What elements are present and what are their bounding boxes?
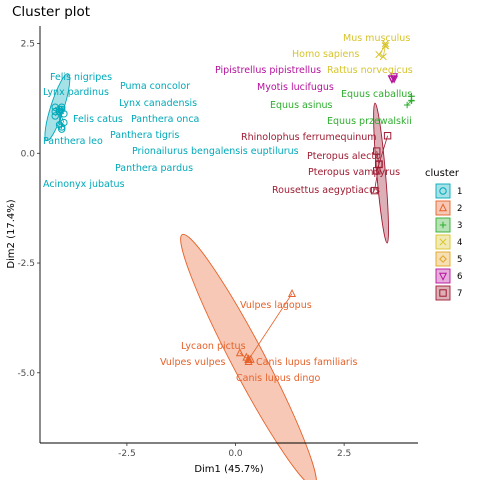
legend-label-5: 5	[457, 255, 462, 265]
cluster-1-point	[58, 105, 66, 114]
legend-key-1-marker	[439, 187, 447, 195]
point-label: Panthera pardus	[115, 163, 193, 174]
legend-label-2: 2	[457, 204, 462, 214]
cluster-1-point	[51, 107, 59, 116]
legend-key-3-marker	[439, 221, 447, 229]
point-label: Canis lupus familiaris	[256, 357, 357, 368]
cluster-2-point	[287, 288, 297, 297]
point-label: Mus musculus	[343, 33, 410, 44]
cluster-4-center	[381, 42, 390, 50]
point-label: Lynx pardinus	[43, 87, 109, 98]
cluster-7-segment	[374, 164, 380, 191]
y-tick-label: -2.5	[17, 259, 35, 269]
legend-key-2	[435, 200, 451, 216]
point-label: Vulpes lagopus	[240, 300, 312, 311]
cluster-1-point	[58, 103, 66, 111]
point-label: Felis catus	[73, 114, 123, 125]
legend-key-7-marker	[439, 289, 447, 297]
cluster-1-point	[58, 123, 66, 131]
legend: 1 2 3 4 5 6 7	[435, 183, 462, 301]
cluster-7-point	[383, 132, 392, 140]
point-label: Canis lupus dingo	[236, 373, 320, 384]
cluster-4-point	[375, 50, 383, 59]
y-tick-label: 0.0	[21, 149, 36, 159]
point-label: Puma concolor	[120, 81, 190, 92]
cluster-1-segment	[59, 107, 63, 112]
cluster-7-point	[370, 186, 379, 195]
cluster-4-point	[379, 53, 387, 61]
point-label: Lynx canadensis	[119, 98, 197, 109]
point-label: Pteropus vampyrus	[308, 167, 400, 178]
axis-ticks: -2.5 0.0 2.5 2.5 0.0 -2.5 -5.0	[17, 40, 351, 459]
x-tick-label: 0.0	[228, 449, 243, 459]
cluster-2-point	[244, 356, 253, 365]
cluster-3-center	[408, 97, 415, 104]
cluster-1-point	[58, 125, 66, 133]
point-label: Panthera leo	[43, 136, 103, 147]
cluster-7-point	[373, 147, 381, 155]
cluster-7-ellipse	[373, 102, 389, 244]
legend-key-7	[435, 285, 451, 301]
legend-label-3: 3	[457, 221, 462, 231]
cluster-1-center	[55, 107, 64, 116]
point-label: Panthera tigris	[110, 130, 179, 141]
legend-label-6: 6	[457, 272, 462, 282]
cluster-markers	[51, 40, 415, 365]
plot-panel	[40, 26, 418, 443]
cluster-4-point	[381, 40, 389, 48]
cluster-1-point	[60, 118, 68, 127]
legend-key-4-marker	[439, 238, 447, 246]
cluster-6-point	[390, 73, 399, 82]
cluster-6-center	[387, 75, 397, 84]
cluster-7-segment	[376, 151, 380, 165]
cluster-2-center	[244, 354, 253, 363]
legend-key-2-marker	[438, 203, 448, 212]
cluster-7-segment	[378, 135, 388, 165]
legend-label-7: 7	[457, 289, 462, 299]
point-labels: Felis nigripes Lynx pardinus Puma concolor…	[43, 33, 413, 384]
point-label: Rattus norvegicus	[327, 65, 413, 76]
legend-key-6	[435, 268, 451, 284]
cluster-3-point	[403, 101, 411, 109]
cluster-1-point	[51, 112, 59, 120]
cluster-4-segment	[382, 45, 386, 57]
cluster-1-point	[55, 121, 64, 129]
point-label: Myotis lucifugus	[257, 82, 334, 93]
point-label: Equus przewalskii	[327, 116, 412, 127]
point-label: Rousettus aegyptiacus	[272, 185, 380, 196]
point-label: Felis nigripes	[50, 72, 112, 83]
point-label: Acinonyx jubatus	[43, 179, 125, 190]
cluster-2-segment	[248, 293, 293, 360]
legend-key-1	[435, 183, 451, 199]
legend-label-4: 4	[457, 238, 462, 248]
cluster-2-point	[235, 348, 244, 357]
x-axis-title: Dim1 (45.7%)	[194, 464, 263, 475]
legend-key-5-marker	[439, 255, 447, 263]
y-tick-label: 2.5	[21, 40, 35, 50]
point-label: Rhinolophus ferrumequinum	[241, 132, 377, 143]
point-label: Panthera onca	[131, 114, 199, 125]
y-axis-title: Dim2 (17.4%)	[6, 199, 17, 268]
cluster-7-center	[374, 160, 383, 169]
cluster-1-point	[60, 110, 68, 118]
point-label: Vulpes vulpes	[160, 357, 226, 368]
x-tick-label: -2.5	[118, 449, 136, 459]
legend-title: cluster	[425, 168, 460, 179]
point-label: Pipistrellus pipistrellus	[215, 65, 321, 76]
point-label: Prionailurus bengalensis euptilurus	[132, 146, 299, 157]
y-tick-label: -5.0	[17, 369, 35, 379]
chart-title: Cluster plot	[12, 4, 91, 20]
legend-key-5	[435, 251, 451, 267]
legend-key-6-marker	[438, 272, 448, 281]
point-label: Equus caballus	[341, 89, 412, 100]
cluster-3-segment	[406, 100, 412, 106]
point-label: Lycaon pictus	[181, 341, 246, 352]
legend-label-1: 1	[457, 187, 462, 197]
x-tick-label: 2.5	[337, 449, 351, 459]
point-label: Pteropus alecto	[307, 151, 381, 162]
point-label: Homo sapiens	[292, 49, 359, 60]
point-label: Equus asinus	[270, 100, 332, 111]
